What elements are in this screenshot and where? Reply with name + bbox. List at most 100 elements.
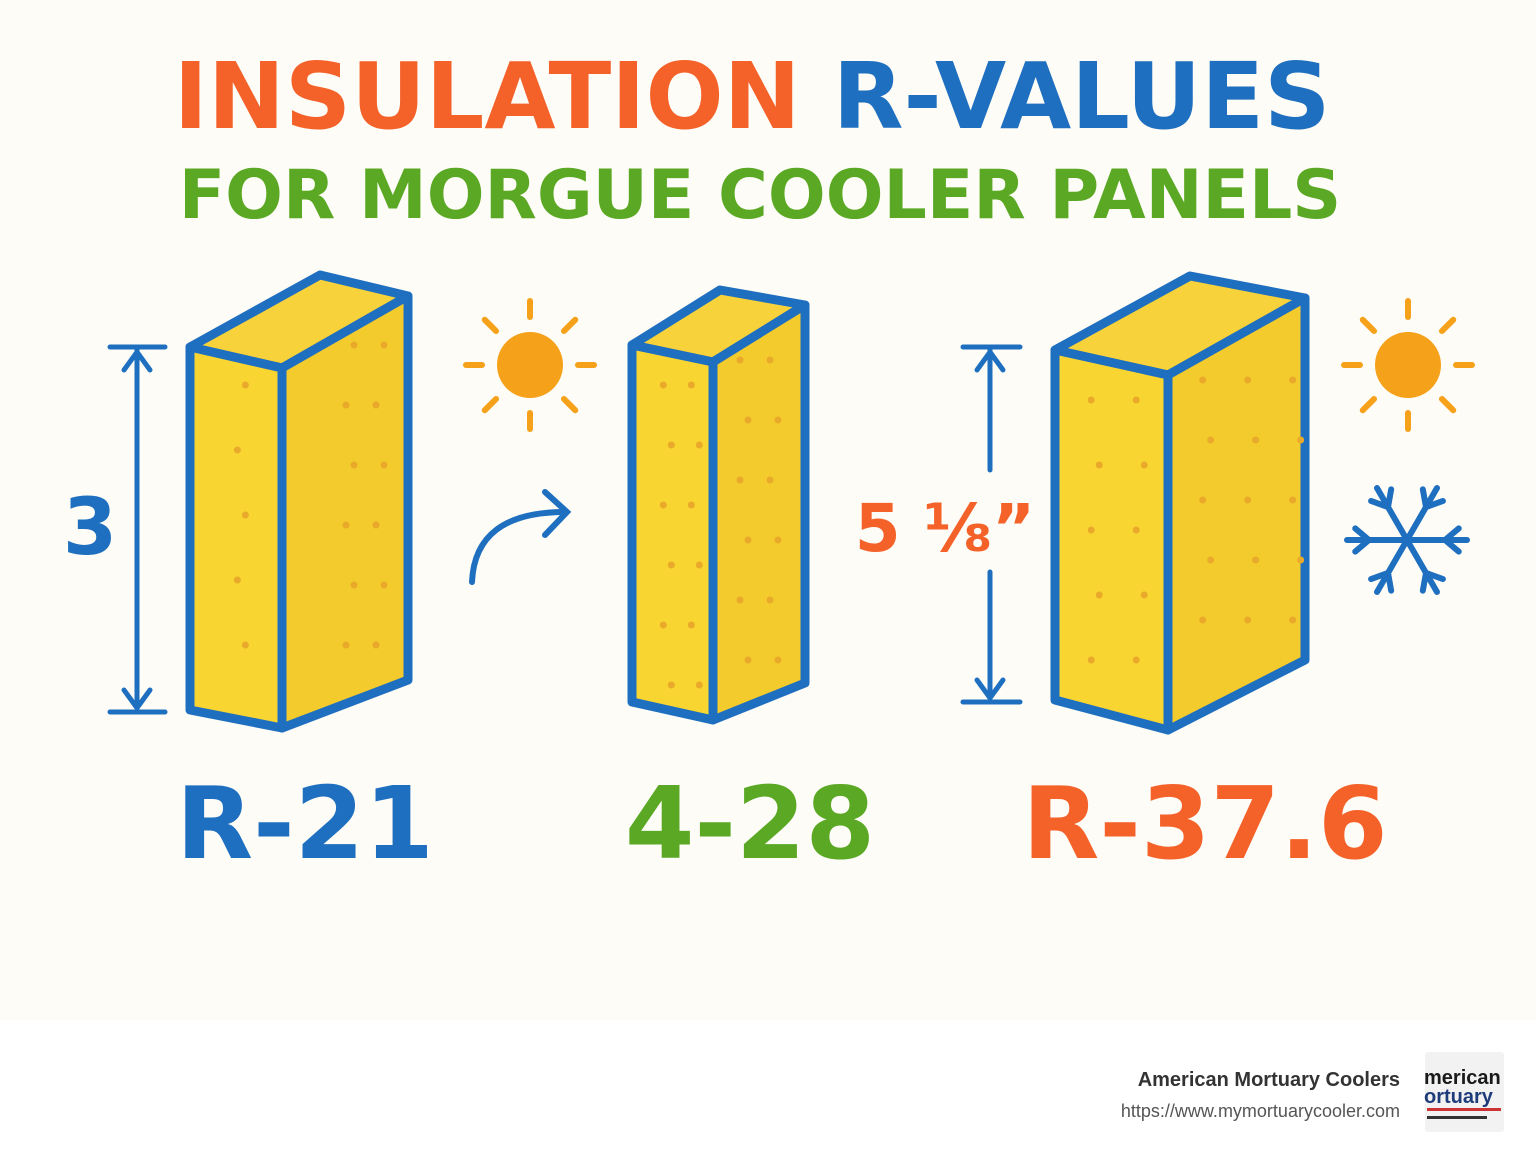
speckle (736, 596, 744, 604)
speckle (1244, 496, 1252, 504)
icon-part (1419, 486, 1429, 511)
speckle (667, 441, 675, 449)
speckle (1095, 461, 1103, 469)
speckle (1297, 436, 1305, 444)
icon-part (1438, 395, 1457, 414)
speckle (774, 416, 782, 424)
speckle (380, 581, 388, 589)
speckle (1297, 556, 1305, 564)
speckle (659, 621, 667, 629)
speckle (687, 381, 695, 389)
speckle (736, 476, 744, 484)
speckle (241, 641, 249, 649)
speckle (766, 356, 774, 364)
icon-part (1438, 316, 1457, 335)
speckle (1244, 616, 1252, 624)
speckle (695, 561, 703, 569)
speckle (1199, 616, 1207, 624)
speckle (1289, 376, 1297, 384)
speckle (1140, 591, 1148, 599)
icon-part (1404, 537, 1440, 595)
arrow (469, 489, 572, 585)
title: INSULATION R-VALUES (174, 43, 1331, 150)
speckle (342, 521, 350, 529)
speckle (667, 681, 675, 689)
subtitle: FOR MORGUE COOLER PANELS (179, 156, 1342, 235)
speckle (342, 401, 350, 409)
title-part: R-VALUES (833, 43, 1331, 150)
speckle (667, 561, 675, 569)
icon-part (1352, 537, 1372, 555)
icon-part (1385, 569, 1395, 594)
sun-icon (1341, 298, 1475, 432)
speckle (774, 536, 782, 544)
speckle (687, 621, 695, 629)
speckle (342, 641, 350, 649)
panel-label: R-21 (176, 765, 434, 882)
icon-part (1368, 497, 1391, 511)
speckle (1252, 556, 1260, 564)
company-url: https://www.mymortuarycooler.com (1121, 1101, 1400, 1121)
footer-band (0, 1020, 1536, 1154)
speckle (1207, 556, 1215, 564)
speckle (1244, 376, 1252, 384)
logo-text: ortuary (1424, 1086, 1494, 1108)
speckle (774, 656, 782, 664)
speckle (233, 446, 241, 454)
speckle (1199, 376, 1207, 384)
speckle (766, 596, 774, 604)
speckle (1132, 526, 1140, 534)
dimension-line (107, 344, 168, 715)
sun-icon (463, 298, 597, 432)
speckle (372, 641, 380, 649)
speckle (659, 501, 667, 509)
speckle (1095, 591, 1103, 599)
speckle (372, 401, 380, 409)
speckle (744, 656, 752, 664)
panel-block (185, 270, 413, 733)
speckle (241, 381, 249, 389)
icon-part (1423, 569, 1446, 583)
icon-part (1442, 525, 1462, 543)
speckle (744, 536, 752, 544)
speckle (1207, 436, 1215, 444)
icon-part (497, 332, 563, 398)
speckle (241, 511, 249, 519)
dimension-line (960, 344, 1023, 705)
speckle (1132, 396, 1140, 404)
speckle (659, 381, 667, 389)
speckle (1252, 436, 1260, 444)
icon-part (560, 316, 579, 335)
speckle (1132, 656, 1140, 664)
icon-part (1359, 316, 1378, 335)
speckle (687, 501, 695, 509)
speckle (350, 581, 358, 589)
speckle (1289, 616, 1297, 624)
icon-part (1374, 485, 1410, 543)
speckle (1289, 496, 1297, 504)
company-name: American Mortuary Coolers (1138, 1069, 1400, 1091)
speckle (1087, 656, 1095, 664)
speckle (736, 356, 744, 364)
dimension-label: 3 (63, 483, 117, 573)
speckle (372, 521, 380, 529)
speckle (1140, 461, 1148, 469)
speckle (233, 576, 241, 584)
panel-label: R-37.6 (1022, 765, 1387, 882)
speckle (380, 461, 388, 469)
speckle (766, 476, 774, 484)
snowflake-icon (1344, 485, 1470, 595)
icon-part (481, 316, 500, 335)
dimension-label: 5 ⅛” (855, 490, 1036, 567)
icon-part (1375, 332, 1441, 398)
logo-text: merican (1424, 1067, 1501, 1089)
speckle (350, 461, 358, 469)
icon-part (1374, 537, 1410, 595)
panel-block (627, 285, 810, 725)
speckle (1087, 396, 1095, 404)
speckle (695, 681, 703, 689)
speckle (1199, 496, 1207, 504)
panel-label: 4-28 (625, 765, 875, 882)
